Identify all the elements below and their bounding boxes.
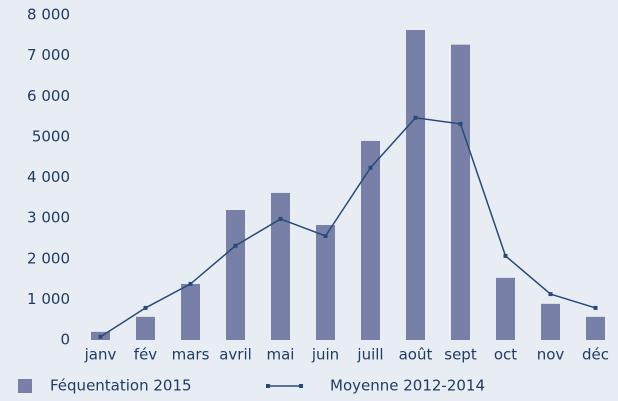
x-tick-label: sept: [444, 346, 477, 364]
line-marker: [368, 165, 373, 170]
line-marker: [503, 253, 508, 258]
x-tick-label: juill: [356, 346, 383, 364]
y-tick-label: 3 000: [27, 209, 70, 227]
line-marker: [188, 281, 193, 286]
line-marker: [593, 305, 598, 310]
bar: [136, 316, 155, 340]
line-marker: [278, 216, 283, 221]
x-tick-label: janv: [84, 346, 117, 364]
bar: [226, 210, 245, 340]
line-marker: [548, 292, 553, 297]
x-tick-label: juin: [311, 346, 339, 364]
bar: [181, 283, 200, 340]
y-tick-label: 4 000: [27, 168, 70, 186]
legend-swatch: [299, 384, 303, 388]
line-marker: [458, 121, 463, 126]
x-tick-label: mars: [172, 346, 210, 364]
x-tick-label: déc: [582, 346, 609, 364]
bar: [406, 30, 425, 340]
line-marker: [413, 115, 418, 120]
bar: [361, 140, 380, 340]
y-tick-label: 6 000: [27, 87, 70, 105]
y-tick-label: 0: [60, 331, 70, 349]
y-tick-label: 2 000: [27, 249, 70, 267]
bar: [586, 316, 605, 340]
line-marker: [143, 305, 148, 310]
legend-label: Moyenne 2012-2014: [330, 377, 485, 395]
bar: [451, 44, 470, 340]
line: [100, 116, 596, 338]
x-tick-label: fév: [134, 346, 158, 364]
line-marker: [233, 243, 238, 248]
bar: [316, 225, 335, 340]
y-tick-label: 1 000: [27, 290, 70, 308]
legend-swatch: [18, 379, 32, 393]
x-tick-label: mai: [267, 346, 295, 364]
line-marker: [98, 334, 103, 339]
x-tick-label: oct: [494, 346, 517, 364]
x-tick-label: août: [399, 346, 433, 364]
legend-swatch: [266, 384, 270, 388]
bar: [496, 277, 515, 340]
bar: [271, 192, 290, 340]
y-tick-label: 5000: [32, 127, 70, 145]
x-tick-label: nov: [537, 346, 565, 364]
y-tick-label: 8 000: [27, 6, 70, 24]
legend-label: Féquentation 2015: [50, 377, 192, 395]
x-tick-label: avril: [219, 346, 252, 364]
bar: [541, 303, 560, 340]
y-tick-label: 7 000: [27, 46, 70, 64]
line-marker: [323, 234, 328, 238]
